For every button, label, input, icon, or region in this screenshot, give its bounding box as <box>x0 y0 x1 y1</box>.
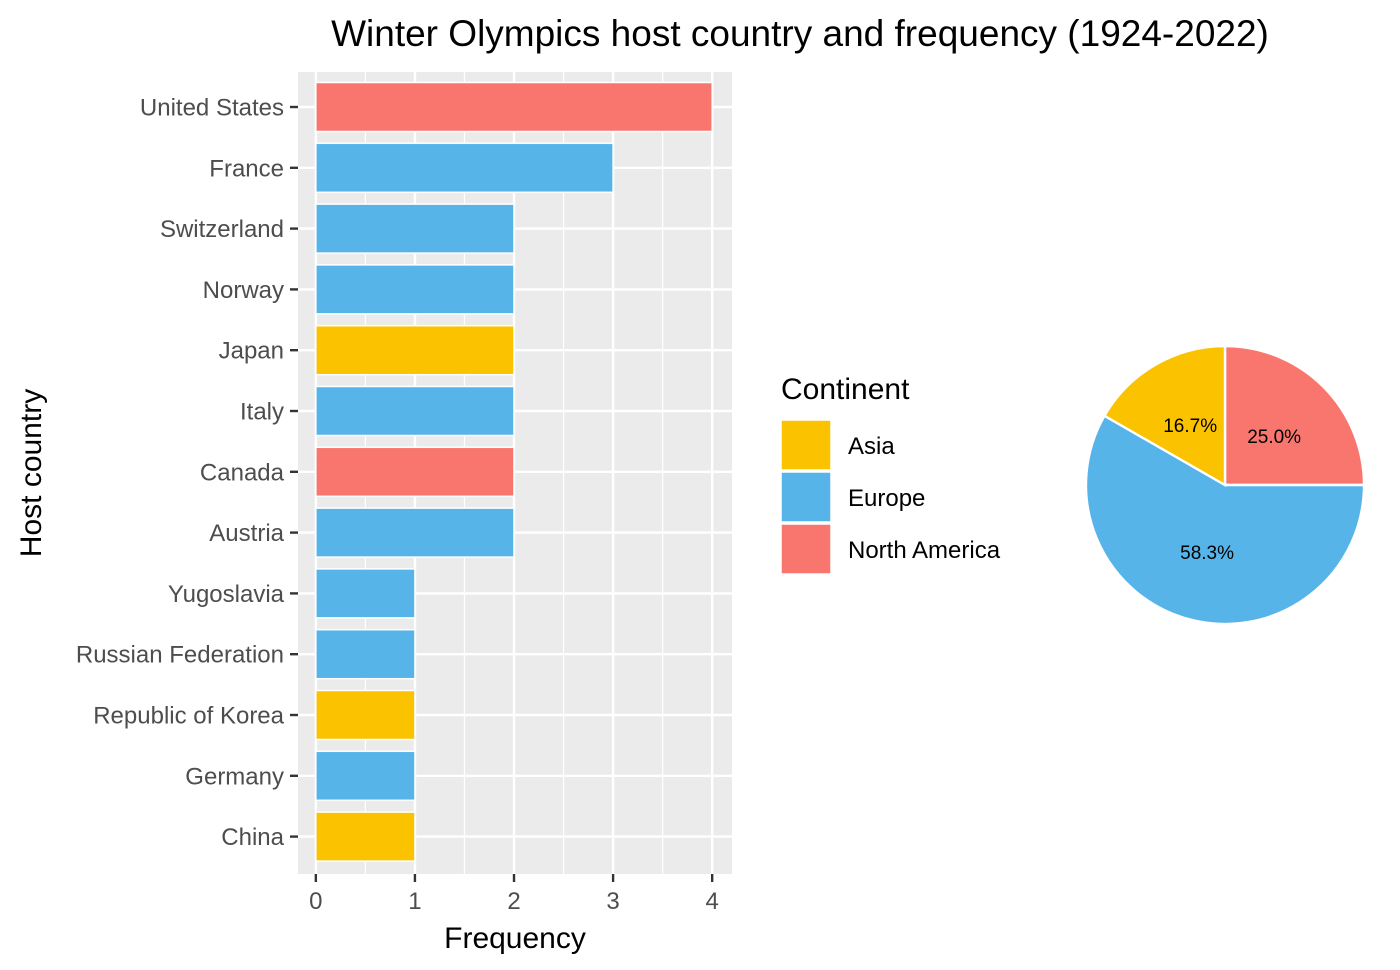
pie-label-asia: 16.7% <box>1163 416 1217 437</box>
pie-slice-asia <box>1102 344 1227 488</box>
y-tick-label: Yugoslavia <box>168 581 285 608</box>
pie-slice-north-america <box>1223 344 1366 487</box>
y-tick-label: Japan <box>219 338 284 365</box>
bar-norway <box>315 264 515 315</box>
bar-switzerland <box>315 203 515 254</box>
y-tick-label: Republic of Korea <box>93 703 284 730</box>
bar-italy <box>315 385 515 437</box>
bar-united-states <box>315 81 713 133</box>
bar-china <box>315 811 416 862</box>
y-axis-title: Host country <box>15 389 48 557</box>
x-tick-label: 0 <box>309 888 322 915</box>
x-axis-ticks: 0 1 2 3 4 <box>309 874 719 915</box>
pie-label-europe: 58.3% <box>1180 543 1234 564</box>
x-tick-label: 3 <box>606 888 619 915</box>
chart-title: Winter Olympics host country and frequen… <box>331 13 1269 54</box>
x-tick-label: 2 <box>507 888 520 915</box>
legend-label-asia: Asia <box>848 433 895 460</box>
pie-chart: 25.0% 58.3% 16.7% <box>1084 344 1366 626</box>
y-tick-label: Austria <box>209 520 284 547</box>
bar-russian-federation <box>315 628 416 680</box>
y-tick-label: Germany <box>185 763 284 790</box>
pie-label-north-america: 25.0% <box>1247 427 1301 448</box>
bar-japan <box>315 324 515 376</box>
y-tick-label: China <box>221 824 284 851</box>
y-tick-label: Italy <box>240 399 284 426</box>
legend-key-europe <box>780 471 832 523</box>
bars <box>315 81 713 862</box>
x-axis-title: Frequency <box>444 922 586 955</box>
bar-germany <box>315 750 416 802</box>
legend-label-north-america: North America <box>848 537 1001 564</box>
y-tick-label: Switzerland <box>160 216 284 243</box>
legend-label-europe: Europe <box>848 485 925 512</box>
legend: Continent Asia Europe North America <box>780 373 1001 575</box>
y-tick-label: Norway <box>203 277 284 304</box>
x-tick-label: 4 <box>706 888 719 915</box>
y-axis-ticks: United States France Switzerland Norway Japa… <box>76 95 298 851</box>
pie-slice-europe <box>1084 414 1366 626</box>
x-tick-label: 1 <box>408 888 421 915</box>
bar-yugoslavia <box>315 568 416 619</box>
legend-key-asia <box>780 419 832 471</box>
bar-canada <box>315 446 515 498</box>
bar-france <box>315 142 614 194</box>
y-tick-label: Russian Federation <box>76 642 284 669</box>
bar-chart: United States France Switzerland Norway Japa… <box>15 72 732 955</box>
y-tick-label: France <box>209 155 284 182</box>
y-tick-label: Canada <box>200 459 285 486</box>
bar-austria <box>315 507 515 558</box>
y-tick-label: United States <box>140 95 284 122</box>
bar-republic-of-korea <box>315 689 416 741</box>
legend-title: Continent <box>781 373 910 406</box>
legend-key-north-america <box>780 523 832 575</box>
